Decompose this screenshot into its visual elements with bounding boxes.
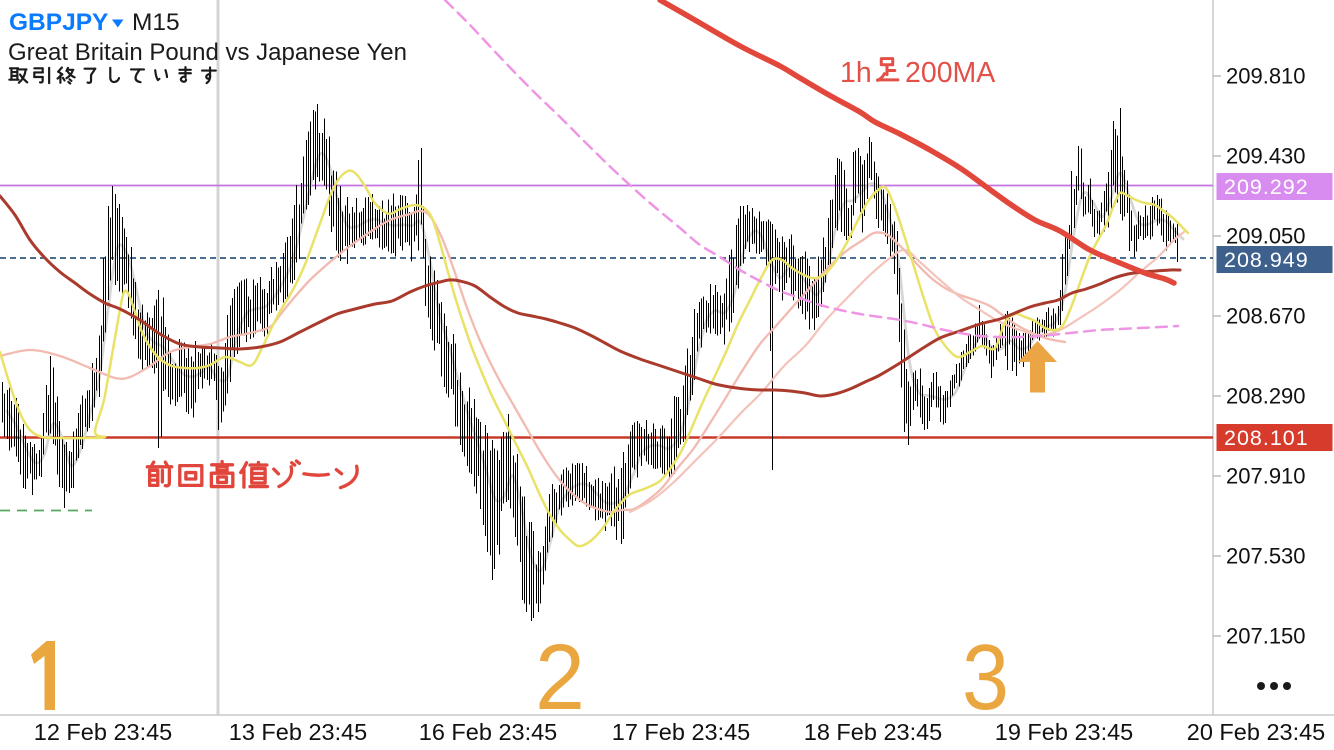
svg-text:207.910: 207.910 xyxy=(1226,464,1306,489)
svg-text:3: 3 xyxy=(962,625,1009,729)
svg-text:Great Britain Pound vs Japanes: Great Britain Pound vs Japanese Yen xyxy=(8,39,407,66)
svg-text:18 Feb 23:45: 18 Feb 23:45 xyxy=(804,719,943,745)
svg-text:19 Feb 23:45: 19 Feb 23:45 xyxy=(995,719,1134,745)
svg-text:208.670: 208.670 xyxy=(1226,304,1306,329)
svg-text:GBPJPY: GBPJPY xyxy=(9,9,108,36)
svg-text:12 Feb 23:45: 12 Feb 23:45 xyxy=(34,719,173,745)
svg-text:208.290: 208.290 xyxy=(1226,384,1306,409)
svg-text:209.292: 209.292 xyxy=(1224,175,1309,199)
svg-text:17 Feb 23:45: 17 Feb 23:45 xyxy=(612,719,751,745)
svg-text:209.430: 209.430 xyxy=(1226,144,1306,169)
svg-text:2: 2 xyxy=(535,625,585,729)
svg-text:20 Feb 23:45: 20 Feb 23:45 xyxy=(1187,719,1326,745)
svg-text:209.810: 209.810 xyxy=(1226,64,1306,89)
svg-text:13 Feb 23:45: 13 Feb 23:45 xyxy=(229,719,368,745)
svg-text:207.530: 207.530 xyxy=(1226,544,1306,569)
svg-text:16 Feb 23:45: 16 Feb 23:45 xyxy=(419,719,558,745)
svg-text:209.050: 209.050 xyxy=(1226,224,1306,249)
svg-text:208.949: 208.949 xyxy=(1224,248,1309,272)
svg-text:1h: 1h xyxy=(840,57,872,89)
svg-text:200MA: 200MA xyxy=(905,57,995,89)
svg-text:M15: M15 xyxy=(132,9,180,36)
svg-text:207.150: 207.150 xyxy=(1226,624,1306,649)
svg-text:208.101: 208.101 xyxy=(1224,426,1309,450)
